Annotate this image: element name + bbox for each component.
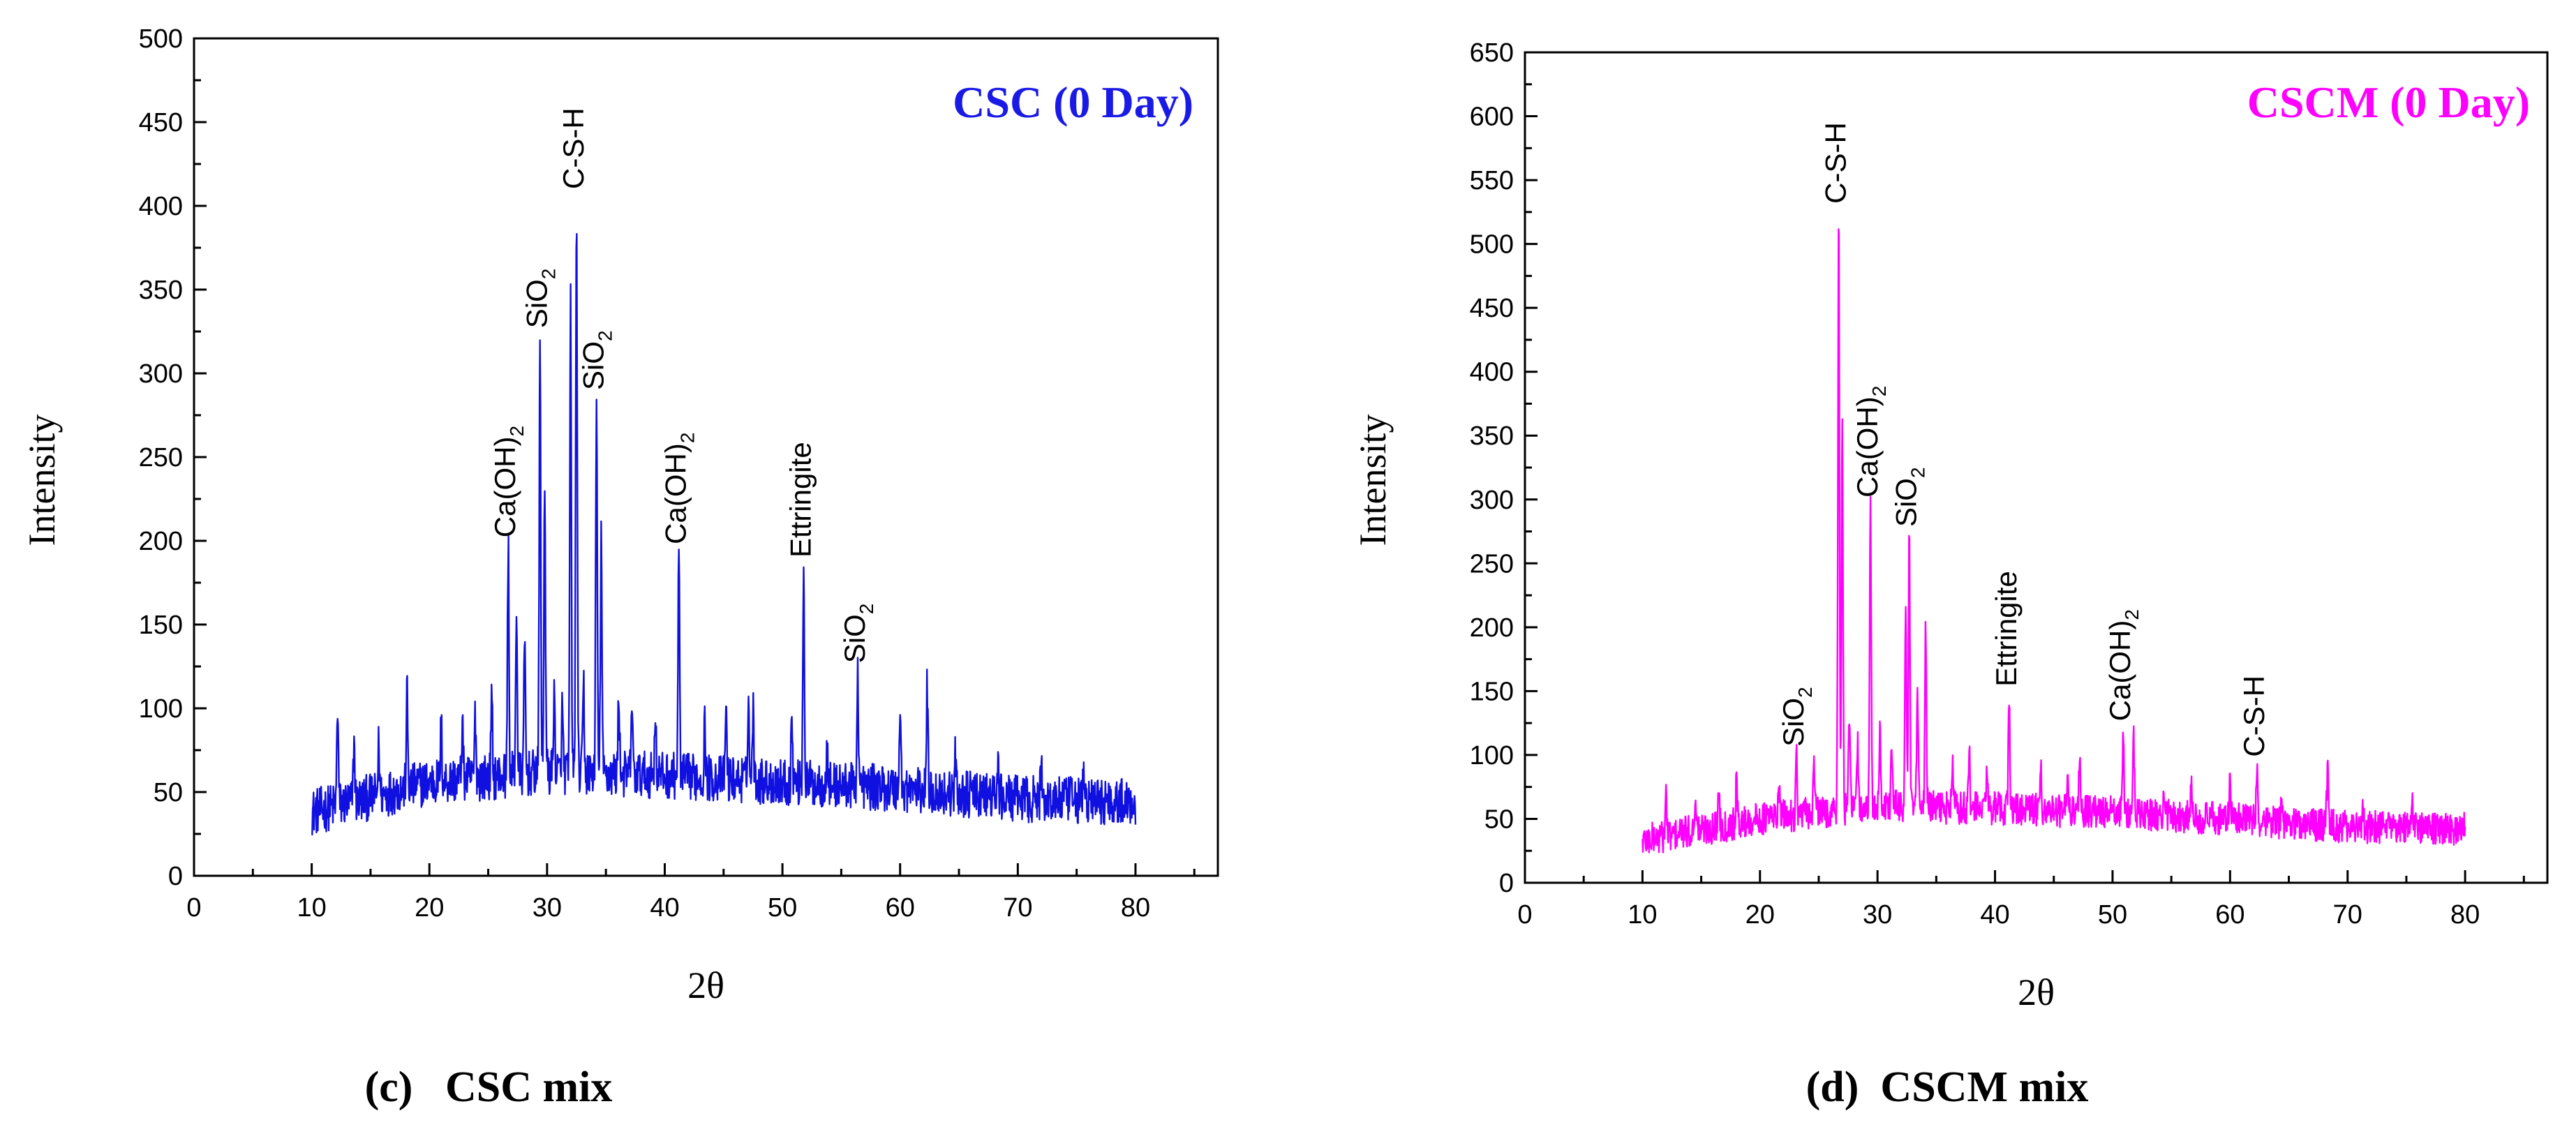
x-tick-label: 0	[1517, 900, 1532, 930]
x-tick-label: 30	[1863, 900, 1892, 930]
y-tick-label: 0	[168, 862, 183, 891]
peak-annotation-subscript: 2	[677, 433, 699, 444]
x-tick-label: 60	[2215, 900, 2244, 930]
y-tick-label: 650	[1470, 38, 1514, 68]
x-tick-label: 60	[886, 893, 915, 923]
x-tick-label: 10	[297, 893, 326, 923]
peak-annotation: SiO2	[577, 330, 616, 390]
peak-annotation: SiO2	[838, 604, 877, 664]
y-tick-label: 100	[1470, 741, 1514, 770]
peak-annotation: C-S-H	[557, 107, 590, 189]
peak-annotation: SiO2	[521, 269, 560, 329]
y-tick-label: 250	[1470, 549, 1514, 579]
y-tick-label: 150	[1470, 677, 1514, 706]
peak-annotation: Ca(OH)2	[2104, 609, 2143, 721]
y-tick-label: 300	[139, 359, 183, 389]
peak-annotation-subscript: 2	[2121, 609, 2143, 620]
peak-annotation-subscript: 2	[595, 330, 616, 341]
peak-annotation-text: SiO	[1890, 478, 1923, 527]
chart-title: CSC (0 Day)	[953, 77, 1193, 127]
x-tick-label: 70	[2333, 900, 2362, 930]
x-axis-title: 2θ	[687, 964, 724, 1006]
peak-annotation-text: Ca(OH)	[1851, 396, 1884, 498]
x-tick-label: 80	[1121, 893, 1150, 923]
peak-annotation-subscript: 2	[1794, 687, 1816, 698]
peak-annotation-text: SiO	[577, 341, 610, 390]
x-tick-label: 50	[768, 893, 797, 923]
y-tick-label: 350	[1470, 421, 1514, 451]
x-tick-label: 70	[1003, 893, 1032, 923]
peak-annotation-text: C-S-H	[557, 107, 590, 189]
y-tick-label: 450	[1470, 294, 1514, 323]
chart-panel-cscm: 0 10 20 30 40 50 60 70 80 0 50 100 150 200 250 300 350 40…	[1352, 38, 2549, 1013]
peak-annotation: Ettringite	[784, 442, 817, 558]
peak-annotation-text: Ca(OH)	[2104, 620, 2136, 722]
peak-annotation: Ca(OH)2	[660, 433, 699, 544]
plot-frame	[1524, 51, 2549, 884]
xrd-trace-line	[311, 232, 1137, 836]
xrd-trace-line	[1641, 228, 2466, 853]
y-tick-label: 50	[1484, 805, 1514, 834]
x-tick-label: 20	[415, 893, 444, 923]
peak-annotation-subscript: 2	[1907, 467, 1929, 478]
y-tick-label: 500	[139, 24, 183, 54]
peak-annotation-subscript: 2	[538, 269, 560, 280]
x-tick-label: 80	[2450, 900, 2480, 930]
chart-panel-csc: 0 10 20 30 40 50 60 70 80 0 50 100 150 200 250 300 350 40…	[21, 24, 1219, 1006]
y-tick-label: 0	[1499, 869, 1514, 898]
y-tick-label: 450	[139, 108, 183, 137]
x-tick-label: 40	[1980, 900, 2009, 930]
peak-annotation: C-S-H	[2238, 676, 2270, 757]
figure-caption-c: (c) CSC mix	[365, 1063, 613, 1111]
chart-title: CSCM (0 Day)	[2247, 77, 2530, 127]
y-tick-label: 400	[139, 192, 183, 221]
x-tick-label: 20	[1745, 900, 1775, 930]
y-tick-label: 350	[139, 276, 183, 305]
y-tick-label: 200	[1470, 613, 1514, 643]
peak-annotation-subscript: 2	[856, 604, 877, 615]
y-axis-title: Intensity	[1352, 415, 1394, 546]
peak-annotation-text: SiO	[1777, 698, 1810, 747]
y-tick-label: 250	[139, 443, 183, 472]
peak-annotation-text: Ettringite	[1990, 571, 2023, 687]
peak-annotation-text: Ca(OH)	[660, 443, 692, 544]
y-tick-label: 300	[1470, 486, 1514, 515]
x-tick-label: 0	[186, 893, 201, 923]
peak-annotation: Ca(OH)2	[489, 426, 528, 537]
y-tick-label: 200	[139, 527, 183, 556]
y-tick-label: 150	[139, 611, 183, 640]
peak-annotation: Ettringite	[1990, 571, 2023, 687]
y-tick-label: 100	[139, 694, 183, 724]
peak-annotation-text: C-S-H	[1819, 122, 1852, 204]
peak-annotation-subscript: 2	[506, 426, 528, 437]
y-tick-label: 550	[1470, 166, 1514, 195]
peak-annotation-text: Ca(OH)	[489, 437, 521, 538]
peak-annotation-text: SiO	[521, 279, 553, 328]
peak-annotation-text: SiO	[838, 614, 871, 663]
y-tick-label: 400	[1470, 358, 1514, 387]
x-tick-label: 10	[1628, 900, 1657, 930]
peak-annotation: SiO2	[1777, 687, 1816, 747]
y-tick-label: 500	[1470, 230, 1514, 260]
peak-annotation-subscript: 2	[1868, 386, 1890, 397]
y-axis-title: Intensity	[21, 415, 63, 546]
x-tick-label: 40	[650, 893, 679, 923]
y-tick-label: 50	[154, 778, 183, 807]
x-tick-label: 50	[2098, 900, 2127, 930]
figure-caption-d: (d) CSCM mix	[1806, 1063, 2089, 1111]
peak-annotation-text: Ettringite	[784, 442, 817, 558]
y-tick-label: 600	[1470, 103, 1514, 132]
x-tick-label: 30	[533, 893, 562, 923]
peak-annotation: SiO2	[1890, 467, 1929, 527]
peak-annotation: Ca(OH)2	[1851, 386, 1890, 498]
peak-annotation: C-S-H	[1819, 122, 1852, 204]
peak-annotation-text: C-S-H	[2238, 676, 2270, 757]
x-axis-title: 2θ	[2018, 971, 2055, 1013]
